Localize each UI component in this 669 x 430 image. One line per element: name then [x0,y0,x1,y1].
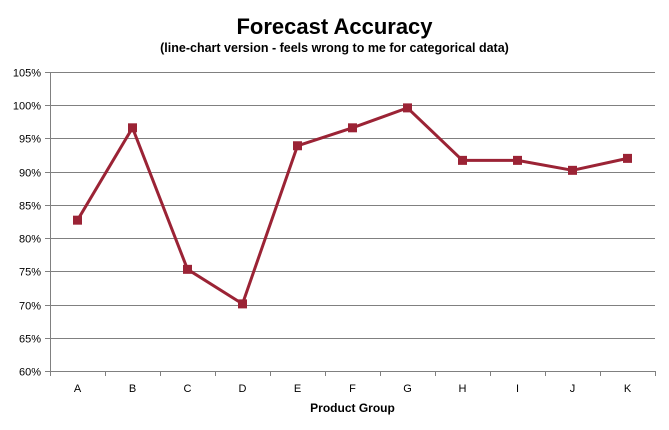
x-tick-label: B [129,383,136,395]
data-point-marker [458,155,467,165]
y-tick-label: 90% [19,168,41,180]
x-tick-label: F [349,383,356,395]
data-point-marker [348,123,357,133]
data-point-marker [623,153,632,163]
series-accuracy [73,103,632,309]
y-tick-label: 95% [19,134,41,146]
y-axis-tick-labels: 60% 65% 70% 75% 80% 85% 90% 95% 100% 105% [13,68,41,379]
y-tick-label: 85% [19,201,41,213]
axes [50,72,656,376]
data-point-marker [238,299,247,309]
y-tick-label: 105% [13,68,41,80]
chart-subtitle: (line-chart version - feels wrong to me … [160,41,509,55]
y-tick-label: 65% [19,334,41,346]
y-tick-label: 60% [19,367,41,379]
y-tick-label: 100% [13,101,41,113]
x-tick-label: C [184,383,192,395]
data-point-marker [293,141,302,151]
data-point-marker [568,165,577,175]
data-point-marker [183,264,192,274]
x-tick-label: J [570,383,576,395]
data-point-marker [128,123,137,133]
x-tick-label: E [294,383,301,395]
x-axis-title: Product Group [310,401,395,415]
x-tick-label: I [516,383,519,395]
x-tick-label: H [459,383,467,395]
x-tick-label: D [239,383,247,395]
x-tick-label: K [624,383,632,395]
y-tick-label: 70% [19,301,41,313]
chart-title: Forecast Accuracy [236,14,433,39]
y-tick-label: 80% [19,234,41,246]
y-tick-label: 75% [19,267,41,279]
x-tick-label: G [403,383,412,395]
data-point-marker [513,155,522,165]
x-axis-tick-labels: A B C D E F G H I J K [74,383,632,395]
gridlines [45,72,655,372]
x-tick-label: A [74,383,82,395]
data-point-marker [73,215,82,225]
data-point-marker [403,103,412,113]
